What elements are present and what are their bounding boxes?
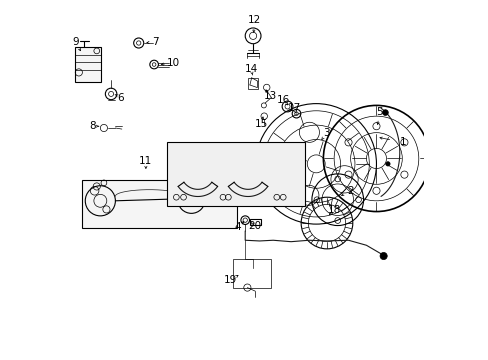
Text: 10: 10 xyxy=(166,58,180,68)
Text: 9: 9 xyxy=(72,37,79,47)
Text: 16: 16 xyxy=(276,95,289,105)
Text: 13: 13 xyxy=(263,91,276,101)
Circle shape xyxy=(385,162,389,166)
Text: 7: 7 xyxy=(152,37,159,47)
Text: 12: 12 xyxy=(247,15,261,26)
Polygon shape xyxy=(228,182,267,197)
Bar xyxy=(75,46,101,82)
Text: 3: 3 xyxy=(322,129,329,138)
Text: 4: 4 xyxy=(234,222,240,231)
Bar xyxy=(249,219,260,225)
Text: 6: 6 xyxy=(117,93,124,103)
Text: 2: 2 xyxy=(346,186,353,196)
Polygon shape xyxy=(178,182,217,197)
Bar xyxy=(167,142,305,206)
Bar xyxy=(82,180,236,228)
Text: 14: 14 xyxy=(244,64,257,74)
Circle shape xyxy=(382,110,387,116)
Bar xyxy=(233,259,270,288)
Text: 5: 5 xyxy=(375,107,382,117)
Circle shape xyxy=(379,252,386,260)
Text: 8: 8 xyxy=(89,121,95,131)
Text: 18: 18 xyxy=(327,206,340,216)
Text: 11: 11 xyxy=(139,156,152,166)
Bar xyxy=(247,78,258,89)
Text: 15: 15 xyxy=(255,120,268,129)
Text: 17: 17 xyxy=(287,103,300,113)
Text: 20: 20 xyxy=(247,221,261,231)
Text: 1: 1 xyxy=(399,138,406,147)
Text: 19: 19 xyxy=(224,275,237,285)
